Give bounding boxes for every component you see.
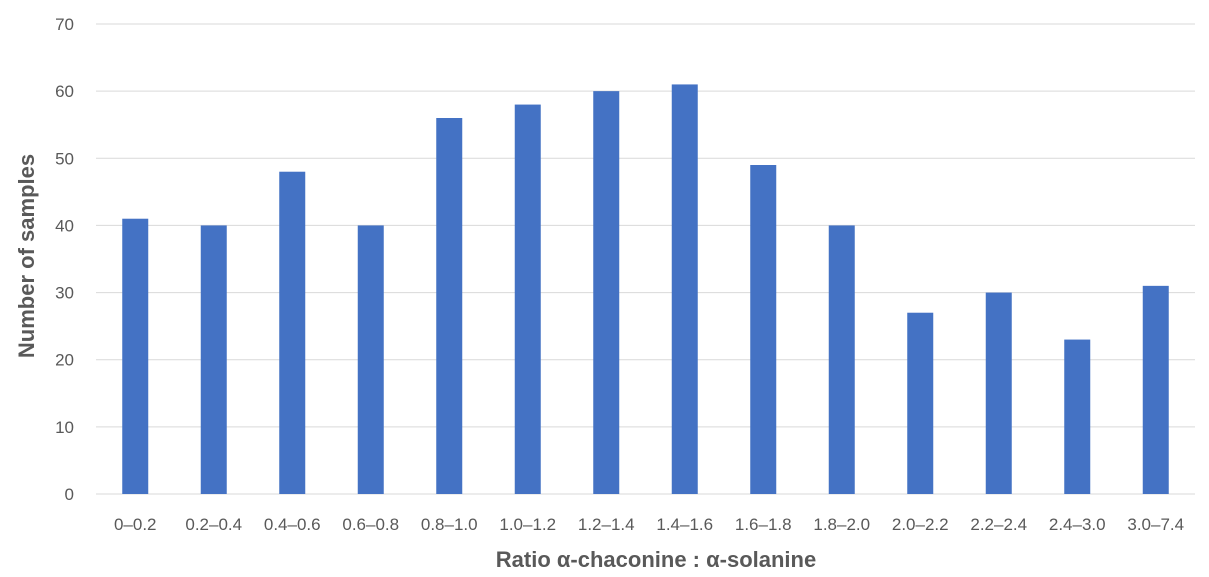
x-tick-label: 0.4–0.6 (264, 515, 321, 534)
bar-2.4–3.0 (1064, 339, 1091, 494)
x-tick-label: 1.0–1.2 (499, 515, 556, 534)
y-tick-label: 60 (55, 82, 74, 101)
bar-3.0–7.4 (1142, 285, 1169, 494)
bar-1.6–1.8 (750, 165, 777, 494)
x-tick-label: 2.4–3.0 (1049, 515, 1106, 534)
y-tick-label: 0 (65, 485, 74, 504)
bar-1.4–1.6 (671, 84, 698, 494)
y-tick-label: 50 (55, 149, 74, 168)
x-tick-label: 0–0.2 (114, 515, 157, 534)
bar-2.0–2.2 (907, 312, 934, 494)
x-axis-ticks: 0–0.2 0.2–0.4 0.4–0.6 0.6–0.8 0.8–1.0 1.0–1.2… (114, 515, 1184, 534)
x-tick-label: 3.0–7.4 (1127, 515, 1184, 534)
y-tick-label: 70 (55, 15, 74, 34)
x-tick-label: 1.4–1.6 (656, 515, 713, 534)
bar-0.4–0.6 (279, 171, 306, 494)
y-tick-label: 30 (55, 284, 74, 303)
bar-0.6–0.8 (357, 225, 384, 494)
bars (122, 84, 1169, 495)
y-tick-label: 20 (55, 351, 74, 370)
x-tick-label: 0.6–0.8 (342, 515, 399, 534)
x-tick-label: 1.6–1.8 (735, 515, 792, 534)
x-tick-label: 1.2–1.4 (578, 515, 635, 534)
x-tick-label: 2.0–2.2 (892, 515, 949, 534)
y-axis-title: Number of samples (14, 154, 39, 358)
y-tick-label: 10 (55, 418, 74, 437)
x-tick-label: 1.8–2.0 (813, 515, 870, 534)
x-tick-label: 0.8–1.0 (421, 515, 478, 534)
bar-0.8–1.0 (436, 118, 463, 494)
bar-1.0–1.2 (514, 104, 541, 495)
y-tick-label: 40 (55, 216, 74, 235)
bar-0.2–0.4 (200, 225, 227, 494)
bar-1.8–2.0 (828, 225, 855, 494)
x-tick-label: 0.2–0.4 (185, 515, 242, 534)
x-tick-label: 2.2–2.4 (970, 515, 1027, 534)
x-axis-title: Ratio α-chaconine : α-solanine (496, 547, 816, 572)
bar-1.2–1.4 (593, 91, 620, 495)
bar-2.2–2.4 (985, 292, 1012, 494)
gridlines (96, 23, 1195, 495)
y-axis-ticks: 0 10 20 30 40 50 60 70 (55, 15, 74, 504)
bar-0–0.2 (122, 218, 149, 494)
